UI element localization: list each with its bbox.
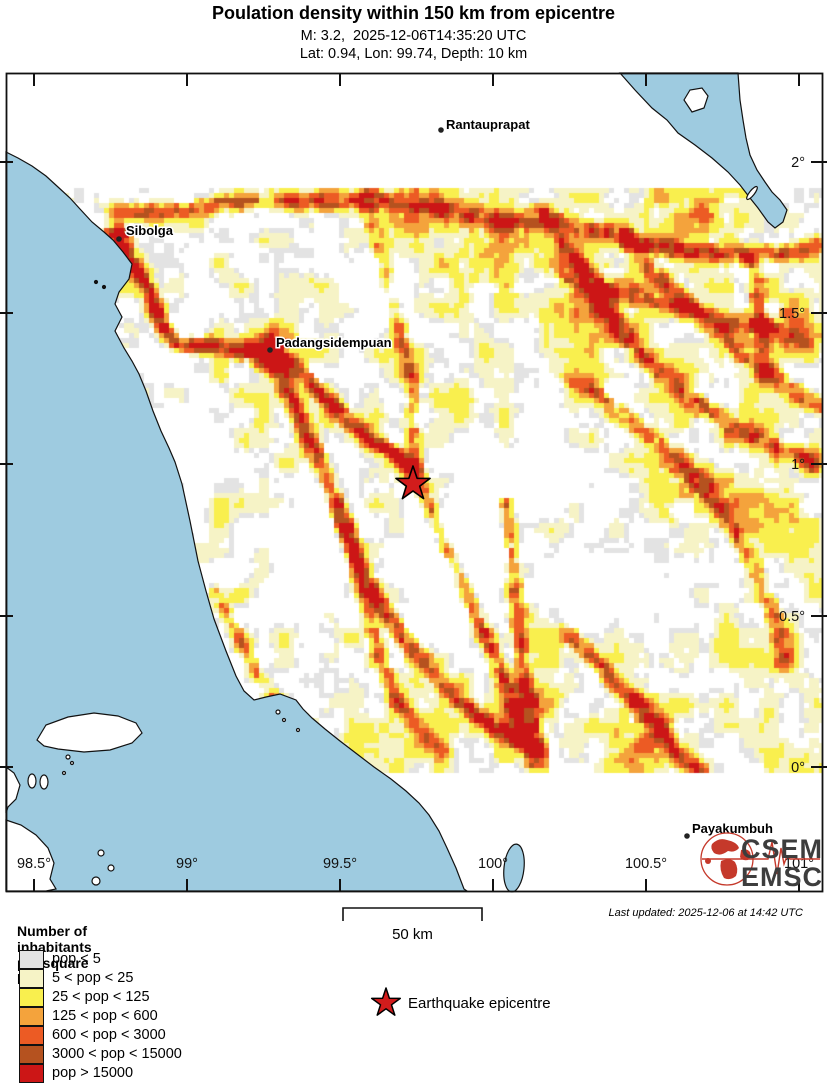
legend-swatch — [19, 950, 44, 970]
lat-tick-marks — [0, 161, 827, 768]
map-frame — [0, 72, 827, 893]
city-markers: Rantauprapat Sibolga Padangsidempuan Pay… — [116, 116, 774, 839]
lon-label: 100.5° — [625, 856, 667, 872]
lon-label: 98.5° — [17, 856, 51, 872]
legend-label: 600 < pop < 3000 — [52, 1027, 166, 1043]
scale-bar-label: 50 km — [392, 926, 433, 943]
lakes — [503, 72, 788, 893]
legend-swatch — [19, 1045, 44, 1065]
epicentre-legend-label: Earthquake epicentre — [408, 995, 551, 1012]
epicentre-star-icon — [395, 465, 431, 500]
lat-label: 1.5° — [779, 306, 805, 322]
legend-label: 125 < pop < 600 — [52, 1008, 158, 1024]
legend-label: 5 < pop < 25 — [52, 970, 134, 986]
lat-axis-labels: 2° 1.5° 1° 0.5° 0° — [779, 155, 805, 776]
lon-label: 100° — [478, 856, 508, 872]
legend-swatch — [19, 1064, 44, 1083]
legend-swatch — [19, 1026, 44, 1046]
logo-continents — [705, 839, 751, 880]
lat-label: 0.5° — [779, 609, 805, 625]
city-dot-rantauprapat — [438, 127, 444, 133]
samosir-island — [683, 87, 709, 113]
ocean — [5, 151, 469, 892]
logo-seismogram — [702, 841, 820, 875]
logo-line2: EMSC — [741, 862, 823, 892]
lake-arm-islet — [746, 185, 758, 201]
lat-label: 2° — [791, 155, 805, 171]
last-updated-text: Last updated: 2025-12-06 at 14:42 UTC — [608, 907, 803, 919]
event-magnitude-time: M: 3.2, 2025-12-06T14:35:20 UTC — [300, 28, 527, 44]
islands — [5, 279, 301, 892]
city-label: Sibolga — [126, 223, 174, 238]
legend-label: pop < 5 — [52, 951, 101, 967]
lon-label: 101° — [784, 856, 814, 872]
legend-swatch — [19, 969, 44, 989]
legend-label: 25 < pop < 125 — [52, 989, 150, 1005]
legend-swatch — [19, 1007, 44, 1027]
scale-bar — [342, 907, 483, 921]
lon-label: 99.5° — [323, 856, 357, 872]
lat-label: 0° — [791, 760, 805, 776]
city-dot-payakumbuh — [684, 833, 690, 839]
page-title: Poulation density within 150 km from epi… — [211, 3, 616, 23]
city-label: Rantauprapat — [446, 117, 530, 132]
csem-emsc-logo: CSEM EMSC — [700, 832, 823, 892]
legend-label: pop > 15000 — [52, 1065, 134, 1081]
city-dot-sibolga — [116, 236, 122, 242]
lon-tick-marks — [33, 73, 800, 892]
logo-line1: CSEM — [741, 834, 823, 864]
lon-axis-labels: 98.5° 99° 99.5° 100° 100.5° 101° — [17, 856, 814, 872]
lat-label: 1° — [791, 457, 805, 473]
city-label: Payakumbuh — [692, 821, 773, 836]
legend-swatch — [19, 988, 44, 1008]
city-dot-padangsidempuan — [267, 347, 273, 353]
city-label: Padangsidempuan — [276, 335, 392, 350]
lon-label: 99° — [176, 856, 198, 872]
legend-star-icon — [370, 987, 402, 1016]
legend-label: 3000 < pop < 15000 — [52, 1046, 182, 1062]
lake-toba — [618, 72, 788, 229]
event-coordinates: Lat: 0.94, Lon: 99.74, Depth: 10 km — [299, 46, 528, 62]
